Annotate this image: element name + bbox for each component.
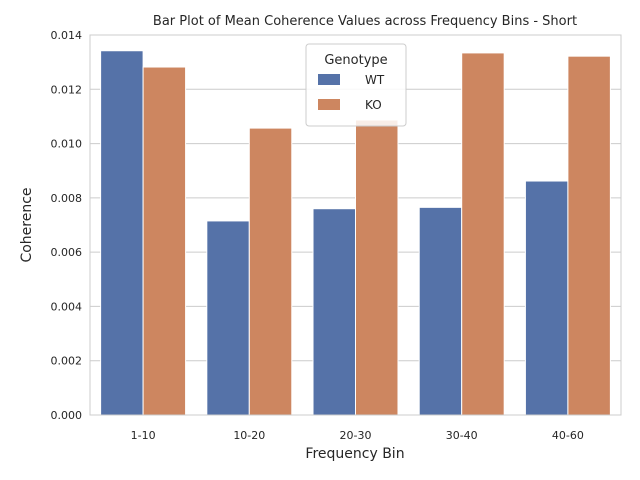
y-axis-label: Coherence — [19, 187, 35, 262]
y-tick-labels: 0.000 0.002 0.004 0.006 0.008 0.010 0.012 0.014 — [51, 29, 83, 422]
legend-label-wt: WT — [365, 73, 385, 87]
x-tick-label: 20-30 — [340, 429, 372, 442]
bar-wt-40-60 — [524, 180, 569, 416]
bar-wt-20-30 — [312, 208, 356, 416]
plot-frame — [89, 34, 622, 416]
x-tick-label: 1-10 — [131, 429, 156, 442]
bar-ko-10-20 — [248, 127, 293, 416]
legend-swatch-ko — [318, 99, 340, 110]
y-tick-label: 0.004 — [51, 300, 83, 313]
bar-wt-10-20 — [206, 220, 250, 416]
bar-wt-30-40 — [418, 206, 463, 416]
legend-label-ko: KO — [365, 98, 382, 112]
legend: Genotype WT KO — [305, 43, 407, 127]
x-tick-labels: 1-10 10-20 20-30 30-40 40-60 — [131, 429, 584, 442]
x-tick-label: 40-60 — [552, 429, 584, 442]
x-axis-label: Frequency Bin — [305, 446, 404, 462]
x-tick-label: 10-20 — [233, 429, 265, 442]
y-tick-label: 0.002 — [51, 355, 83, 368]
legend-title: Genotype — [324, 53, 387, 68]
bar-ko-20-30 — [355, 119, 399, 416]
y-tick-label: 0.006 — [51, 246, 83, 259]
y-tick-label: 0.008 — [51, 192, 83, 205]
y-tick-label: 0.012 — [51, 83, 83, 96]
bar-ko-1-10 — [142, 66, 187, 416]
x-tick-label: 30-40 — [446, 429, 478, 442]
y-tick-label: 0.014 — [51, 29, 83, 42]
bar-wt-1-10 — [100, 50, 144, 416]
bar-ko-40-60 — [567, 55, 611, 416]
legend-swatch-wt — [318, 74, 340, 85]
y-tick-label: 0.010 — [51, 138, 83, 151]
bars — [100, 50, 611, 416]
chart-title: Bar Plot of Mean Coherence Values across… — [153, 14, 577, 29]
y-tick-label: 0.000 — [51, 409, 83, 422]
bar-ko-30-40 — [461, 52, 505, 416]
